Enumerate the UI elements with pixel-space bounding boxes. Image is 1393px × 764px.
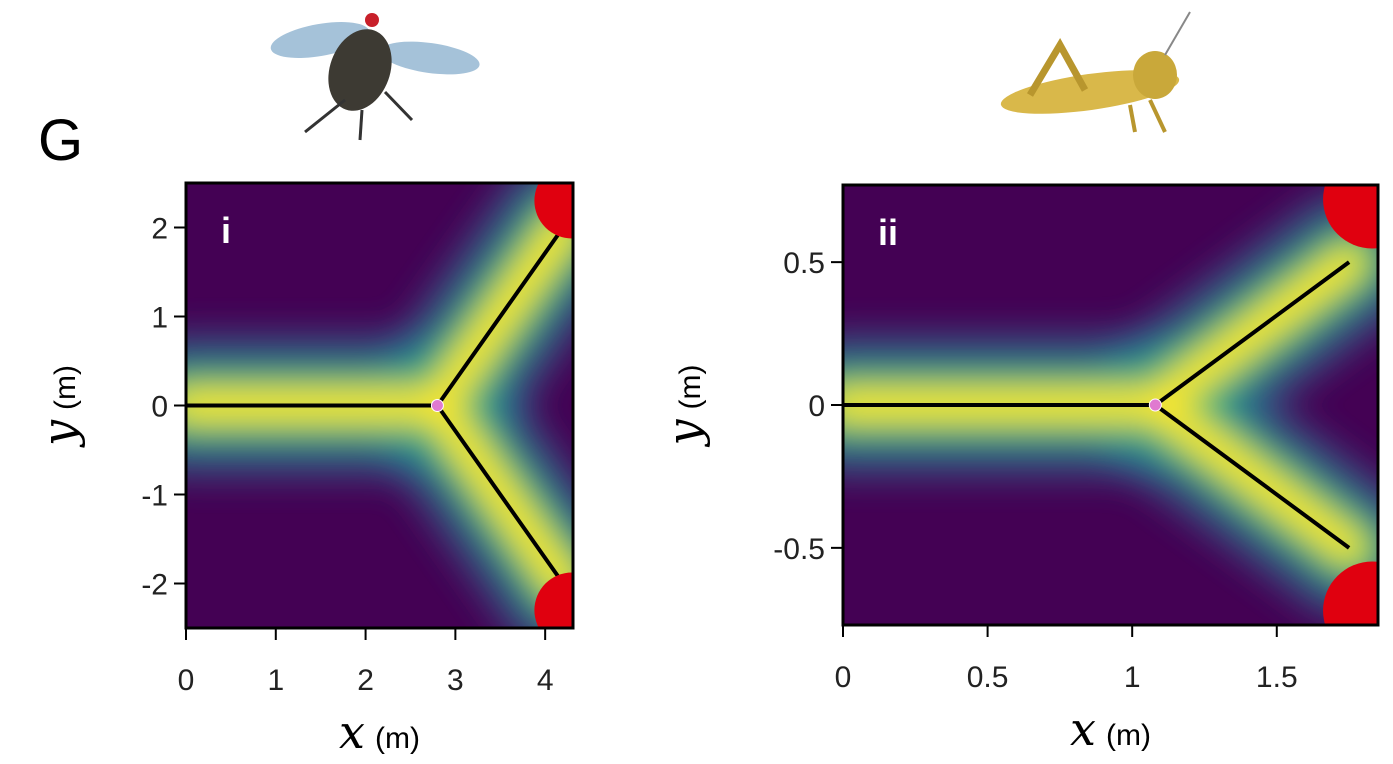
- y-tick-label: -0.5: [773, 533, 825, 566]
- x-tick-label: 0: [835, 661, 852, 694]
- x-tick-label: 0.5: [967, 661, 1009, 694]
- plot-area: [843, 150, 1393, 660]
- y-tick-label: -1: [141, 480, 168, 513]
- y-tick-label: 2: [151, 213, 168, 246]
- y-tick-label: -2: [141, 569, 168, 602]
- y-axis-label: y (m): [32, 365, 86, 448]
- x-axis-symbol: x: [1070, 702, 1096, 756]
- x-tick-label: 3: [447, 664, 464, 697]
- y-tick-label: 1: [151, 302, 168, 335]
- y-axis-symbol: y: [32, 419, 86, 448]
- x-tick-label: 1.5: [1256, 661, 1298, 694]
- fly-icon: [268, 13, 482, 140]
- x-axis-unit: (m): [375, 722, 420, 755]
- y-axis-unit: (m): [674, 365, 707, 410]
- x-tick-label: 4: [537, 664, 554, 697]
- y-tick-label: 0.5: [783, 247, 825, 280]
- x-tick-label: 1: [1124, 661, 1141, 694]
- y-tick-label: 0: [151, 391, 168, 424]
- x-axis-unit: (m): [1106, 719, 1151, 752]
- panel-id: i: [221, 210, 231, 251]
- y-tick-label: 0: [808, 390, 825, 423]
- x-axis-label: x (m): [339, 705, 420, 759]
- start-point: [431, 400, 443, 412]
- locust-icon: [998, 12, 1190, 132]
- x-tick-label: 1: [267, 664, 284, 697]
- y-axis-label: y (m): [657, 365, 711, 448]
- panel-id: ii: [878, 212, 898, 253]
- y-axis-symbol: y: [657, 418, 711, 447]
- start-point: [1149, 399, 1161, 411]
- y-axis-unit: (m): [49, 365, 82, 410]
- plot-area: [186, 163, 610, 648]
- x-tick-label: 0: [178, 664, 195, 697]
- figure: G i 0 1 2 3 4 -2 -1 0 1 2 x (m) y (m) ii 0 0.5 1 1.5 -0.5 0 0.…: [0, 0, 1393, 764]
- x-tick-label: 2: [357, 664, 374, 697]
- x-axis-symbol: x: [339, 705, 365, 759]
- panel-label: G: [38, 108, 83, 173]
- x-axis-label: x (m): [1070, 702, 1151, 756]
